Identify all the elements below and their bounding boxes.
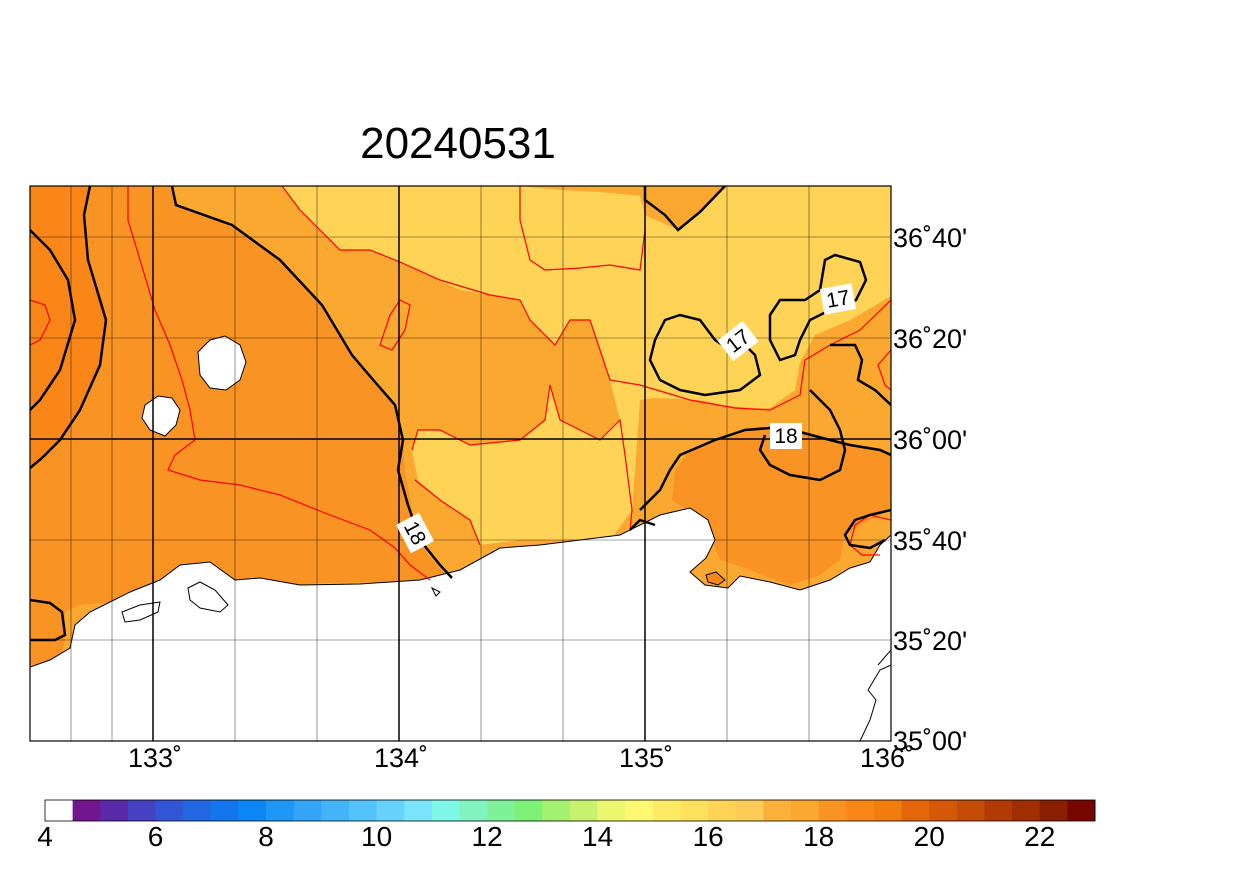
- colorbar-swatch: [183, 800, 212, 821]
- colorbar-swatch: [1012, 800, 1041, 821]
- colorbar-swatch: [100, 800, 129, 821]
- colorbar-label: 12: [472, 821, 503, 852]
- colorbar-swatch: [514, 800, 543, 821]
- colorbar-labels: 4 6 8 10 12 14 16 18 20 22: [37, 821, 1055, 852]
- lat-label-35-00: 35˚00': [893, 726, 967, 756]
- colorbar-swatch: [404, 800, 433, 821]
- colorbar-swatch: [348, 800, 378, 821]
- colorbar-label: 8: [258, 821, 274, 852]
- colorbar-swatch: [487, 800, 516, 821]
- colorbar-swatch: [708, 800, 737, 821]
- colorbar-swatch: [625, 800, 654, 821]
- colorbar-swatch: [459, 800, 488, 821]
- colorbar-swatch: [570, 800, 599, 821]
- colorbar-swatch: [652, 800, 682, 821]
- colorbar-swatch: [763, 800, 792, 821]
- colorbar-label: 18: [803, 821, 834, 852]
- colorbar-label: 10: [361, 821, 392, 852]
- coastal-warm-patch: [705, 571, 726, 586]
- colorbar-swatch: [846, 800, 875, 821]
- map-title: 20240531: [360, 119, 556, 168]
- colorbar-swatch: [376, 800, 405, 821]
- colorbar-swatch: [45, 800, 74, 821]
- colorbar-swatch: [1067, 800, 1096, 821]
- lat-label-36-20: 36˚20': [893, 324, 967, 354]
- contour-label-17-b: 17: [819, 283, 857, 315]
- colorbar-swatch: [735, 800, 764, 821]
- grid-lines: [30, 186, 891, 741]
- colorbar-swatch: [873, 800, 903, 821]
- colorbar-label: 16: [693, 821, 724, 852]
- colorbar-swatch: [266, 800, 295, 821]
- colorbar-swatch: [127, 800, 157, 821]
- colorbar-swatch: [680, 800, 709, 821]
- colorbar-label: 6: [148, 821, 164, 852]
- colorbar-swatch: [238, 800, 267, 821]
- lat-label-35-40: 35˚40': [893, 526, 967, 556]
- colorbar-label: 20: [914, 821, 945, 852]
- lon-label-134: 134˚: [374, 743, 428, 773]
- coastal-detail: [121, 581, 891, 741]
- colorbar-label: 22: [1024, 821, 1055, 852]
- map-panel: 17 17 18 18: [30, 186, 891, 741]
- colorbar-frame: [44, 799, 1096, 822]
- sst-fill-19-20-west: [30, 186, 448, 665]
- colorbar-swatch: [155, 800, 184, 821]
- colorbar-swatch: [72, 800, 101, 821]
- colorbar-swatch: [1039, 800, 1068, 821]
- colorbar-swatch: [901, 800, 930, 821]
- lon-label-133: 133˚: [128, 743, 182, 773]
- thin-contours: [30, 186, 891, 581]
- lon-ticks: [152, 733, 892, 741]
- island-dozen: [141, 395, 181, 437]
- colorbar-swatch: [293, 800, 322, 821]
- colorbar-swatch: [984, 800, 1013, 821]
- colorbar-swatch: [431, 800, 460, 821]
- lon-label-135: 135˚: [619, 743, 673, 773]
- colorbar-swatch: [791, 800, 820, 821]
- colorbar-swatch: [929, 800, 958, 821]
- colorbar-swatch: [956, 800, 985, 821]
- contour-label-18-a: 18: [770, 423, 802, 449]
- sst-fill-17-18-central: [282, 186, 891, 545]
- contour-label-18-a-text: 18: [774, 425, 797, 448]
- colorbar: [44, 799, 1096, 822]
- contour-label-17-b-text: 17: [825, 286, 852, 313]
- colorbar-swatch: [210, 800, 239, 821]
- lon-label-136: 136˚: [860, 743, 914, 773]
- colorbar-label: 14: [582, 821, 613, 852]
- colorbar-swatch: [597, 800, 626, 821]
- lat-label-36-00: 36˚00': [893, 425, 967, 455]
- lat-label-35-20: 35˚20': [893, 626, 967, 656]
- map-frame: [29, 185, 892, 742]
- colorbar-swatch: [321, 800, 350, 821]
- colorbar-swatch: [818, 800, 847, 821]
- colorbar-label: 4: [37, 821, 53, 852]
- lat-label-36-40: 36˚40': [893, 223, 967, 253]
- colorbar-swatch: [542, 800, 571, 821]
